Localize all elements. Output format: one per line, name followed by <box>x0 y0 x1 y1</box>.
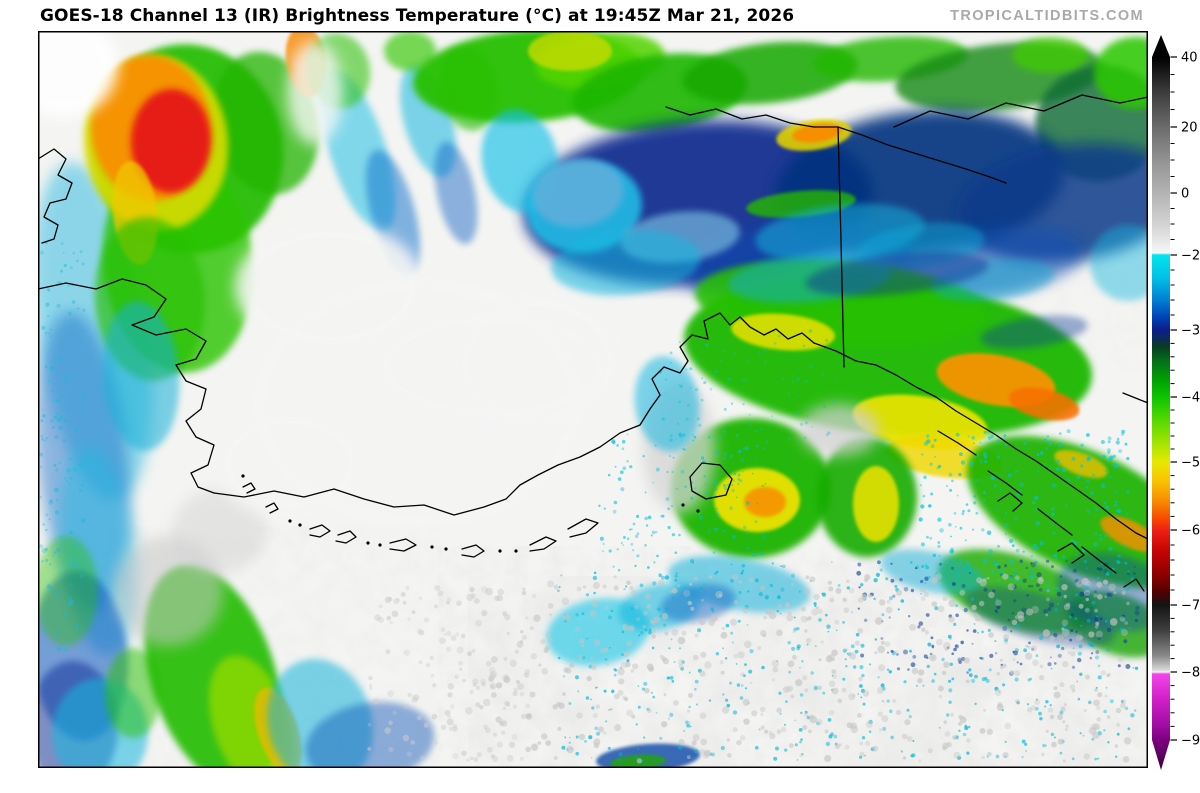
colorbar-tick-label: 40 <box>1181 51 1198 66</box>
map-border <box>38 31 1148 768</box>
colorbar-tick-label: −50 <box>1181 456 1200 471</box>
colorbar-tick-label: −20 <box>1181 249 1200 264</box>
page-title: GOES-18 Channel 13 (IR) Brightness Tempe… <box>40 6 795 26</box>
colorbar-tick-label: 20 <box>1181 121 1198 136</box>
colorbar-tick-label: −70 <box>1181 599 1200 614</box>
colorbar-ticks <box>1170 56 1177 741</box>
colorbar-tick-label: 0 <box>1181 187 1189 202</box>
watermark: TROPICALTIDBITS.COM <box>950 8 1144 24</box>
satellite-map-image <box>38 31 1148 768</box>
colorbar-tick-label: −40 <box>1181 391 1200 406</box>
temperature-colorbar: 40 20 0 −20 −30 −40 −50 −60 −70 −80 −90 <box>1152 35 1200 770</box>
colorbar-tick-label: −90 <box>1181 734 1200 749</box>
cloud-speckles <box>39 241 1140 764</box>
cloud-blobs <box>38 31 1148 768</box>
colorbar-tick-label: −80 <box>1181 666 1200 681</box>
coastlines <box>38 94 1148 592</box>
colorbar-tick-label: −60 <box>1181 524 1200 539</box>
colorbar-gradient-bar <box>1152 35 1170 770</box>
colorbar-tick-label: −30 <box>1181 324 1200 339</box>
